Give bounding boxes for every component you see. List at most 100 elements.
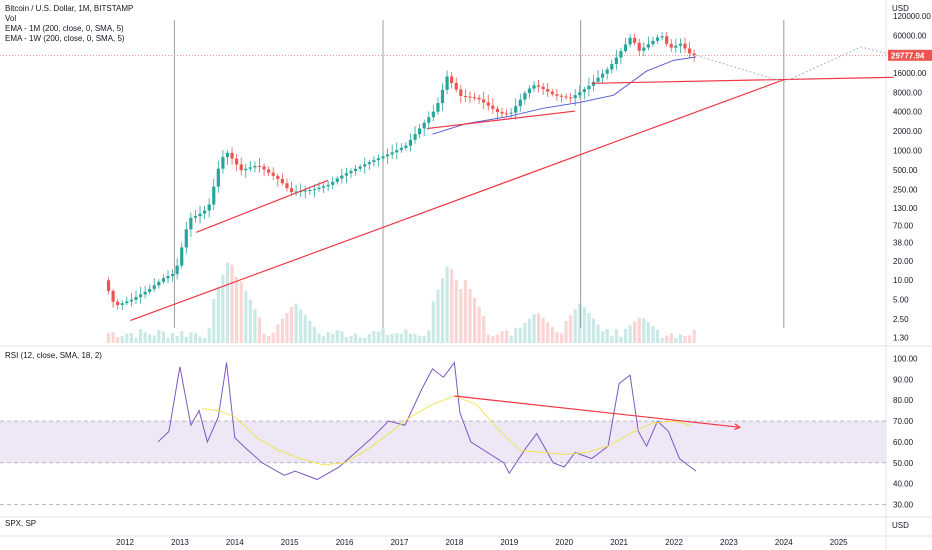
rsi-tick-label: 100.00 (893, 354, 918, 363)
volume-bar (550, 326, 554, 343)
candle-body (509, 112, 513, 114)
rsi-label[interactable]: RSI (12, close, SMA, 18, 2) (5, 351, 102, 360)
candle-body (486, 102, 490, 106)
candle-body (623, 44, 628, 52)
volume-bar (601, 331, 605, 343)
volume-bar (422, 335, 426, 343)
candle-body (157, 281, 161, 286)
volume-bar (230, 264, 234, 343)
rsi-tick-label: 40.00 (893, 480, 914, 489)
spx-label[interactable]: SPX, SP (5, 519, 37, 528)
candle-body (116, 301, 120, 305)
candle-body (692, 53, 696, 56)
price-tick-label: 130.00 (893, 204, 918, 213)
volume-bar (399, 333, 403, 343)
candle-body (152, 285, 156, 289)
candle-body (106, 280, 111, 291)
price-tick-label: 2000.00 (893, 127, 922, 136)
rsi-trendline (454, 395, 740, 428)
candle-body (134, 297, 138, 300)
rsi-band (0, 421, 886, 463)
cycle-markers (173, 20, 785, 328)
candle-body (303, 190, 307, 192)
volume-bar (111, 332, 115, 343)
candle-body (495, 108, 500, 112)
candle-body (312, 189, 317, 191)
volume-bar (257, 317, 262, 343)
volume-bar (386, 334, 390, 343)
volume-bar (623, 329, 628, 343)
candle-body (651, 40, 655, 45)
candle-body (180, 247, 184, 266)
support-trendline (196, 179, 329, 233)
candle-body (289, 188, 294, 192)
volume-bar (358, 337, 362, 343)
candle-body (244, 168, 248, 171)
volume-bar (450, 268, 454, 343)
candle-body (445, 76, 449, 90)
candle-body (678, 43, 683, 46)
rsi-tick-label: 50.00 (893, 459, 914, 468)
candle-body (203, 210, 207, 214)
candle-body (285, 183, 289, 189)
volume-bar (692, 329, 696, 343)
candle-body (138, 294, 143, 298)
volume-bar (413, 333, 417, 343)
candle-body (257, 165, 262, 167)
price-tick-label: 70.00 (893, 222, 914, 231)
candle-body (477, 97, 481, 100)
legend-ema-1w[interactable]: EMA - 1W (200, close, 0, SMA, 5) (5, 34, 125, 43)
candle-body (468, 96, 472, 98)
projection-line (695, 46, 894, 83)
price-tick-label: 2.50 (893, 315, 909, 324)
volume-bar (235, 277, 239, 343)
price-tick-label: 8000.00 (893, 88, 922, 97)
candle-body (280, 178, 284, 184)
volume-bar (166, 337, 170, 343)
legend-title[interactable]: Bitcoin / U.S. Dollar, 1M, BITSTAMP (5, 4, 134, 13)
time-tick-label: 2021 (610, 538, 628, 547)
candle-body (687, 48, 692, 54)
candle-body (326, 184, 330, 187)
volume-bar (546, 322, 550, 343)
axes: USD120000.0060000.0016000.008000.004000.… (116, 4, 932, 547)
volume-bar (157, 330, 161, 343)
candle-body (569, 97, 573, 99)
candle-body (308, 190, 312, 192)
legend-volume[interactable]: Vol (5, 14, 17, 23)
volume-bar (189, 332, 193, 343)
volume-bar (317, 333, 321, 343)
candle-body (536, 85, 541, 87)
candle-body (262, 166, 266, 170)
volume-bar (541, 317, 545, 343)
candle-body (418, 128, 422, 135)
volume-bar (555, 332, 559, 343)
volume-bar (642, 318, 646, 343)
candle-body (463, 96, 467, 98)
candle-body (431, 111, 435, 118)
candle-body (372, 160, 376, 163)
volume-bar (610, 336, 614, 343)
candle-body (555, 94, 559, 96)
candle-body (143, 291, 147, 295)
time-tick-label: 2025 (830, 538, 848, 547)
candle-body (610, 64, 614, 70)
candle-body (125, 301, 129, 304)
time-tick-label: 2013 (171, 538, 189, 547)
candle-body (170, 274, 175, 276)
legend-ema-1m[interactable]: EMA - 1M (200, close, 0, SMA, 5) (5, 24, 124, 33)
volume-bar (390, 333, 394, 343)
candle-body (221, 157, 225, 169)
candle-body (504, 113, 509, 115)
volume-bar (527, 318, 532, 343)
candle-body (472, 97, 477, 99)
volume-bar (326, 331, 330, 343)
volume-bar (408, 333, 413, 343)
volume-bar (271, 332, 275, 343)
candle-body (239, 164, 243, 171)
candle-body (559, 95, 564, 97)
time-tick-label: 2020 (555, 538, 573, 547)
volume-bar (267, 335, 271, 343)
time-tick-label: 2019 (500, 538, 518, 547)
